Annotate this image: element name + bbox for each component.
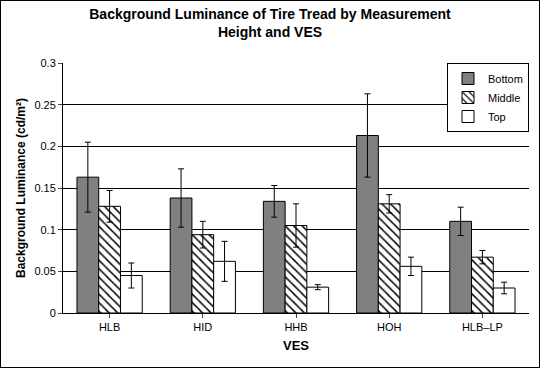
svg-text:Background Luminance (cd/m²): Background Luminance (cd/m²) bbox=[14, 98, 28, 278]
svg-text:0.1: 0.1 bbox=[41, 224, 56, 236]
svg-text:HOH: HOH bbox=[377, 321, 402, 333]
svg-text:0.3: 0.3 bbox=[41, 57, 56, 69]
svg-text:Middle: Middle bbox=[488, 92, 520, 104]
svg-text:0: 0 bbox=[50, 307, 56, 319]
svg-text:VES: VES bbox=[283, 338, 309, 353]
svg-text:Top: Top bbox=[488, 111, 506, 123]
svg-text:0.05: 0.05 bbox=[34, 265, 55, 277]
svg-text:HLB–LP: HLB–LP bbox=[462, 321, 503, 333]
svg-text:Bottom: Bottom bbox=[488, 73, 523, 85]
svg-text:0.2: 0.2 bbox=[41, 140, 56, 152]
svg-text:HHB: HHB bbox=[284, 321, 307, 333]
svg-text:HID: HID bbox=[193, 321, 212, 333]
svg-text:0.25: 0.25 bbox=[34, 99, 55, 111]
svg-text:HLB: HLB bbox=[99, 321, 120, 333]
svg-text:Background Luminance of Tire T: Background Luminance of Tire Tread by Me… bbox=[89, 6, 451, 40]
svg-text:0.15: 0.15 bbox=[34, 182, 55, 194]
